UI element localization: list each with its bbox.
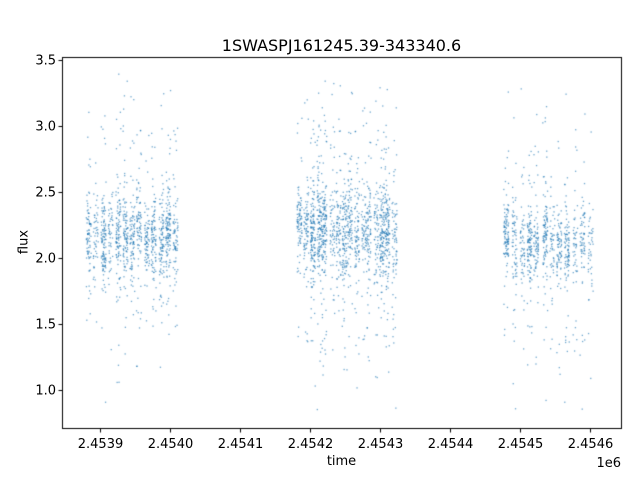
- x-tick-label: 2.4544: [427, 437, 474, 452]
- x-tick-label: 2.4542: [287, 437, 334, 452]
- chart-title: 1SWASPJ161245.39-343340.6: [221, 36, 462, 55]
- x-tick-label: 2.4545: [497, 437, 544, 452]
- x-tick-label: 2.4543: [357, 437, 404, 452]
- x-tick-label: 2.4539: [77, 437, 124, 452]
- y-tick-label: 1.5: [35, 317, 56, 332]
- y-tick-label: 2.0: [35, 251, 56, 266]
- x-axis-label: time: [326, 454, 357, 469]
- x-axis-offset-text: 1e6: [596, 456, 621, 471]
- y-tick-label: 1.0: [35, 383, 56, 398]
- x-tick-label: 2.4546: [567, 437, 614, 452]
- y-tick-label: 2.5: [35, 185, 56, 200]
- y-tick-label: 3.5: [35, 53, 56, 68]
- x-tick-label: 2.4541: [217, 437, 264, 452]
- y-tick-label: 3.0: [35, 119, 56, 134]
- x-tick-label: 2.4540: [147, 437, 194, 452]
